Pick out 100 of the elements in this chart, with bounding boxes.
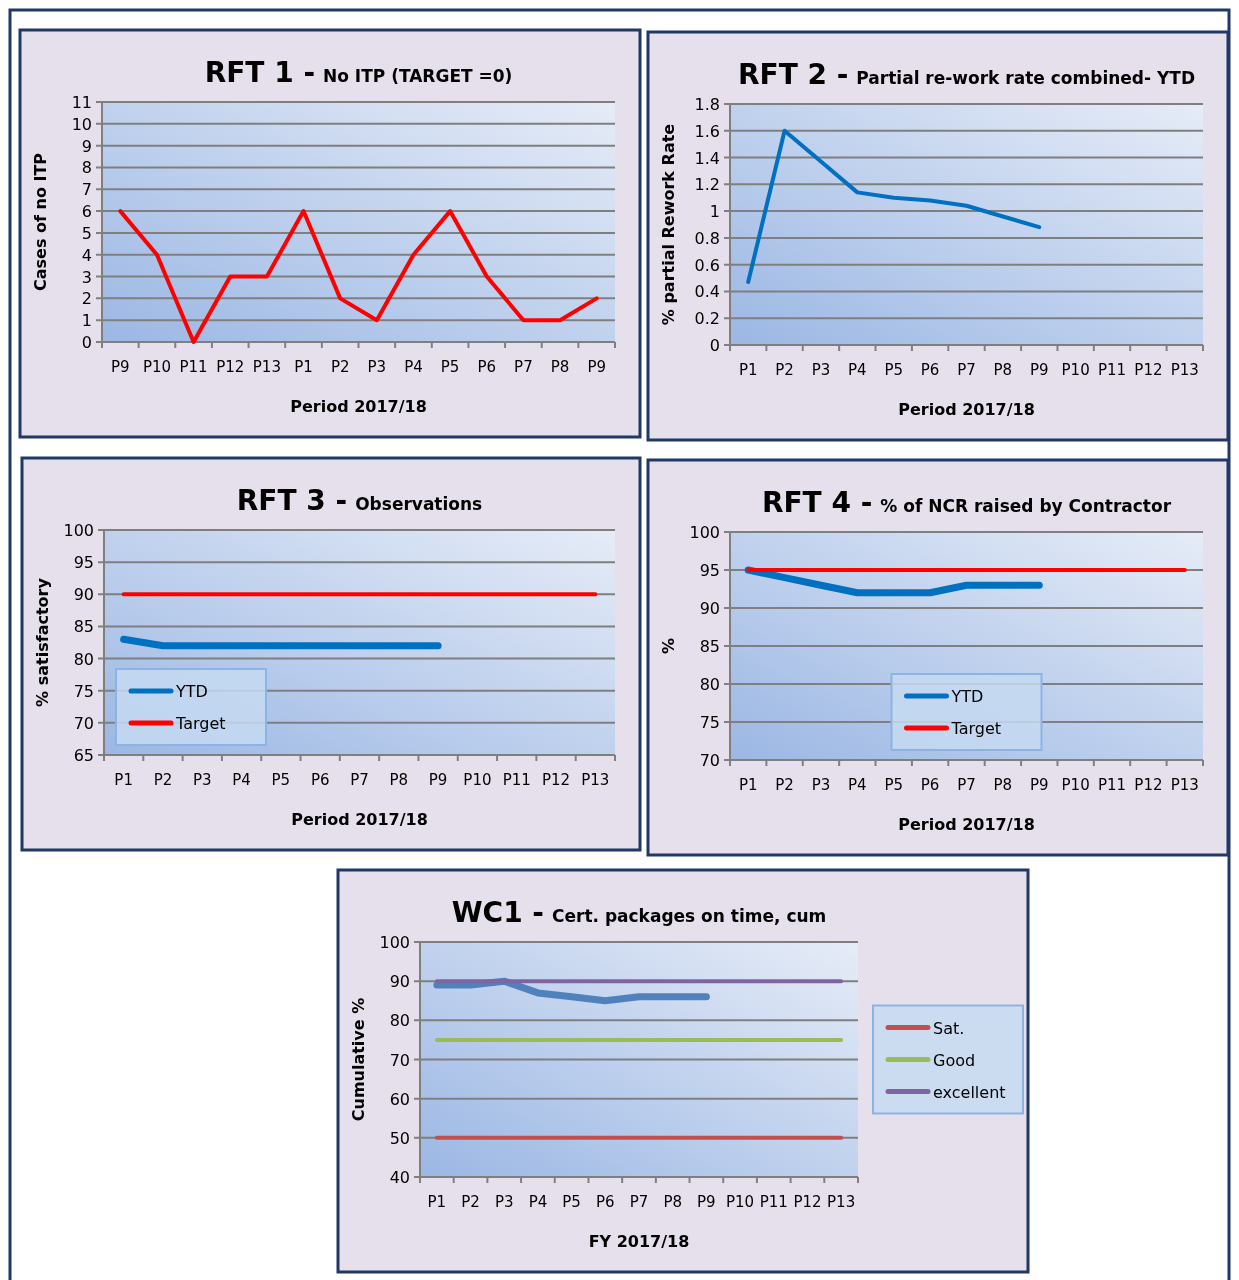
x-tick-label: P5 (884, 776, 904, 794)
x-tick-label: P9 (1029, 361, 1049, 379)
y-tick-label: 8 (81, 158, 92, 178)
x-tick-label: P13 (252, 358, 281, 376)
x-tick-label: P4 (528, 1193, 548, 1211)
y-axis-title: % satisfactory (33, 577, 52, 707)
y-tick-label: 95 (73, 553, 94, 573)
x-tick-label: P12 (793, 1193, 822, 1211)
y-tick-label: 75 (73, 681, 94, 701)
legend-label: excellent (933, 1082, 1006, 1102)
chart-subtitle: Partial re-work rate combined- YTD (856, 68, 1196, 88)
legend-label: YTD (950, 687, 984, 706)
chart-subtitle: No ITP (TARGET =0) (323, 66, 513, 86)
x-tick-label: P3 (811, 776, 831, 794)
y-tick-label: 3 (81, 267, 92, 287)
y-tick-label: 5 (81, 223, 92, 243)
legend-label: Good (933, 1050, 976, 1070)
y-tick-label: 1 (709, 202, 720, 222)
x-tick-label: P6 (920, 776, 940, 794)
y-tick-label: 0.6 (694, 255, 720, 275)
y-tick-label: 100 (689, 523, 720, 542)
x-tick-label: P4 (848, 361, 867, 379)
x-tick-label: P4 (404, 358, 423, 376)
y-tick-label: 90 (73, 585, 94, 605)
x-tick-label: P12 (1134, 776, 1163, 794)
y-tick-label: 70 (699, 751, 720, 770)
line-series (746, 128, 1042, 285)
x-axis-title: Period 2017/18 (291, 810, 428, 829)
legend-label: YTD (175, 682, 208, 701)
x-tick-label: P2 (775, 361, 794, 379)
chart-title: RFT 3 - (236, 484, 348, 517)
x-axis-title: Period 2017/18 (290, 397, 427, 416)
x-tick-label: P11 (179, 358, 208, 376)
x-tick-label: P11 (1097, 776, 1127, 794)
chart-title: RFT 1 - (204, 56, 316, 89)
x-tick-label: P3 (494, 1193, 514, 1211)
y-axis-title: % (659, 637, 678, 655)
x-tick-label: P2 (461, 1193, 480, 1211)
x-tick-label: P7 (957, 776, 976, 794)
y-tick-label: 80 (73, 649, 94, 669)
y-axis-title: Cases of no ITP (31, 152, 50, 292)
y-tick-label: 75 (699, 713, 720, 732)
x-tick-label: P5 (562, 1193, 581, 1211)
y-tick-label: 70 (73, 713, 94, 733)
y-tick-label: 1 (81, 311, 92, 331)
y-tick-label: 90 (389, 972, 410, 992)
y-tick-label: 1.4 (694, 148, 720, 168)
x-tick-label: P5 (271, 771, 291, 789)
y-tick-label: 80 (699, 675, 720, 694)
y-tick-label: 0.4 (694, 282, 720, 302)
x-tick-label: P9 (111, 358, 130, 376)
x-tick-label: P8 (993, 776, 1013, 794)
y-tick-label: 2 (81, 289, 92, 309)
x-tick-label: P12 (1134, 361, 1163, 379)
x-tick-label: P2 (153, 771, 173, 789)
y-tick-label: 1.2 (694, 175, 720, 195)
y-tick-label: 6 (81, 202, 92, 222)
x-tick-label: P9 (428, 771, 448, 789)
x-axis-title: Period 2017/18 (898, 400, 1035, 419)
y-tick-label: 100 (379, 933, 410, 952)
x-tick-label: P9 (697, 1193, 716, 1211)
x-tick-label: P3 (367, 358, 387, 376)
y-tick-label: 0.2 (694, 309, 720, 329)
y-tick-label: 65 (73, 746, 94, 765)
x-tick-label: P4 (848, 776, 867, 794)
x-tick-label: P2 (330, 358, 350, 376)
x-tick-label: P13 (1170, 776, 1199, 794)
x-tick-label: P11 (502, 771, 531, 789)
x-tick-label: P13 (581, 771, 610, 789)
x-tick-label: P10 (463, 771, 492, 789)
x-tick-label: P8 (993, 361, 1013, 379)
x-tick-label: P3 (192, 771, 212, 789)
x-tick-label: P6 (920, 361, 940, 379)
y-axis-title: % partial Rework Rate (659, 123, 678, 326)
y-tick-label: 50 (389, 1128, 410, 1148)
y-tick-label: 85 (73, 617, 94, 637)
x-tick-label: P1 (294, 358, 313, 376)
x-tick-label: P8 (663, 1193, 682, 1211)
legend-label: Target (950, 719, 1001, 738)
x-tick-label: P10 (1061, 361, 1090, 379)
x-tick-label: P1 (738, 361, 758, 379)
chart-subtitle: % of NCR raised by Contractor (880, 496, 1172, 516)
y-tick-label: 70 (389, 1050, 410, 1070)
x-tick-label: P13 (827, 1193, 856, 1211)
y-tick-label: 80 (389, 1011, 410, 1031)
x-tick-label: P9 (587, 358, 606, 376)
chart-title: RFT 4 - (761, 486, 873, 519)
x-tick-label: P7 (957, 361, 976, 379)
x-tick-label: P5 (884, 361, 904, 379)
y-tick-label: 7 (81, 180, 92, 200)
y-tick-label: 1.8 (694, 95, 720, 114)
x-tick-label: P8 (389, 771, 409, 789)
x-tick-label: P1 (427, 1193, 447, 1211)
x-tick-label: P7 (350, 771, 369, 789)
y-tick-label: 0 (709, 336, 720, 355)
line-series (118, 209, 599, 344)
x-tick-label: P12 (216, 358, 245, 376)
x-tick-label: P7 (514, 358, 533, 376)
y-tick-label: 11 (71, 93, 92, 112)
x-axis-title: FY 2017/18 (588, 1232, 690, 1251)
